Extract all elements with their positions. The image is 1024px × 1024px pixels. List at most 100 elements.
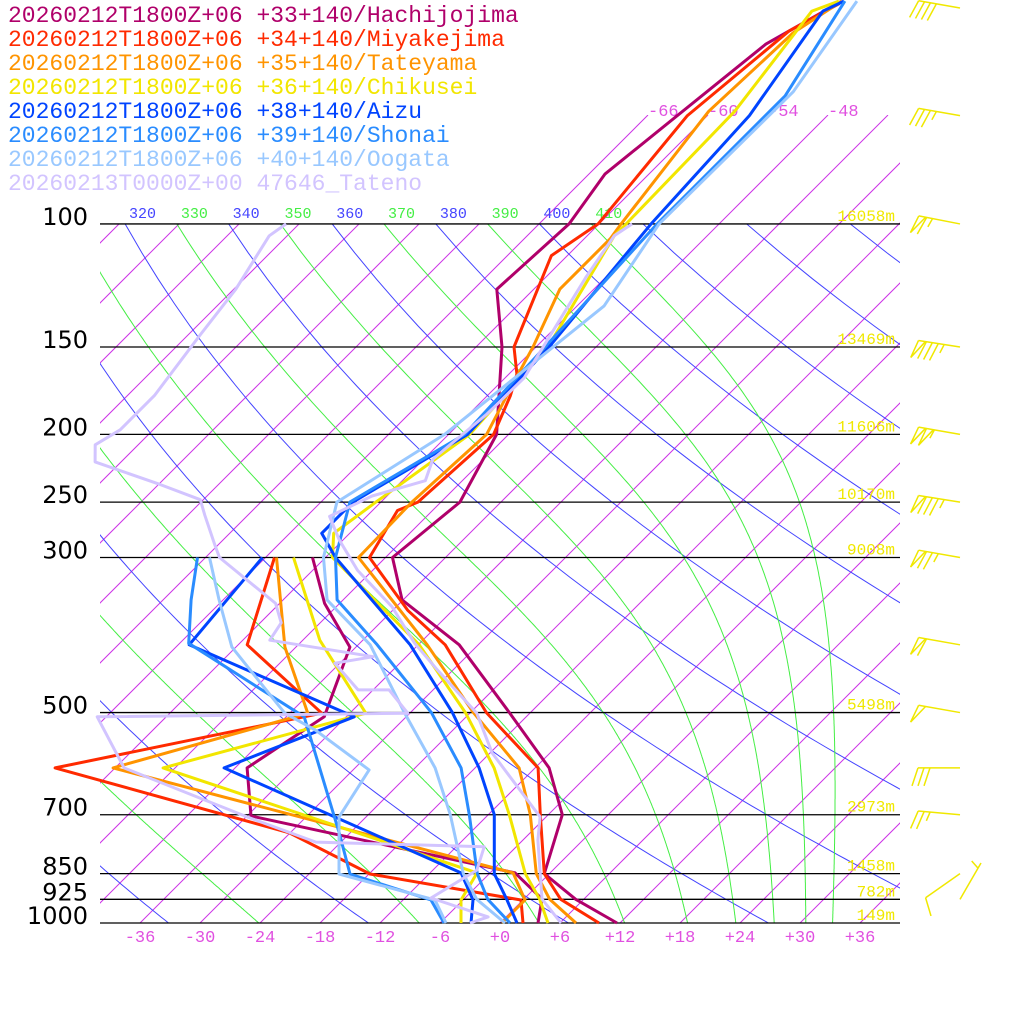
isotherm-line bbox=[139, 162, 900, 923]
chikusei-dewpoint-line bbox=[161, 557, 479, 923]
isotherm-line bbox=[379, 402, 900, 923]
theta-label: 400 bbox=[543, 206, 570, 223]
legend-item-tateno: 20260213T0000Z+00 47646_Tateno bbox=[8, 171, 423, 197]
legend-item-shonai: 20260212T1800Z+06 +39+140/Shonai bbox=[8, 123, 450, 149]
isotherm-line bbox=[100, 115, 829, 844]
height-label: 11606m bbox=[837, 418, 895, 436]
theta-label: 330 bbox=[181, 206, 208, 223]
temperature-tick-label: +36 bbox=[845, 929, 876, 948]
isotherm-line bbox=[100, 223, 240, 364]
wind-barb bbox=[910, 494, 961, 516]
dry-adiabat-line bbox=[746, 224, 900, 346]
height-label: 10170m bbox=[837, 486, 895, 504]
pressure-label: 100 bbox=[42, 203, 88, 231]
dry-adiabat-line bbox=[642, 224, 900, 429]
height-label: 1458m bbox=[847, 858, 895, 876]
wind-barb bbox=[910, 339, 961, 361]
pressure-label: 300 bbox=[42, 536, 88, 564]
pressure-label: 150 bbox=[42, 326, 88, 354]
dry-adiabats bbox=[100, 224, 900, 923]
theta-label: 390 bbox=[492, 206, 519, 223]
isotherm-line bbox=[100, 115, 889, 904]
shonai-temperature-line bbox=[334, 0, 847, 925]
isotherm-line bbox=[100, 223, 420, 544]
isotherm-line bbox=[619, 642, 900, 923]
temperature-tick-label: +12 bbox=[605, 929, 636, 948]
pressure-label: 250 bbox=[42, 481, 88, 509]
legend-item-aizu: 20260212T1800Z+06 +38+140/Aizu bbox=[8, 99, 423, 125]
tateno-dewpoint-line bbox=[93, 222, 490, 925]
height-label: 2973m bbox=[847, 799, 895, 817]
wind-barb bbox=[909, 810, 961, 830]
tateno-temperature-line bbox=[328, 222, 633, 924]
wind-barb bbox=[911, 767, 960, 787]
isotherm-line bbox=[100, 223, 360, 484]
oogata-dewpoint-line bbox=[208, 557, 448, 924]
wind-barb bbox=[909, 426, 961, 446]
wind-barbs bbox=[908, 0, 982, 917]
temperature-tick-label: -24 bbox=[245, 929, 276, 948]
isotherm-line bbox=[100, 223, 300, 424]
pressure-label: 200 bbox=[42, 413, 88, 441]
isotherm-line bbox=[679, 702, 900, 923]
isotherm-line bbox=[199, 222, 900, 923]
legend-item-hachijojima: 20260212T1800Z+06 +33+140/Hachijojima bbox=[8, 3, 519, 29]
height-label: 9008m bbox=[847, 541, 895, 559]
height-label: 149m bbox=[857, 907, 895, 925]
hachijojima-temperature-line bbox=[391, 0, 843, 925]
wind-barb bbox=[908, 107, 961, 128]
isotherm-line bbox=[100, 115, 649, 664]
wind-barb bbox=[959, 860, 982, 900]
legend-item-chikusei: 20260212T1800Z+06 +36+140/Chikusei bbox=[8, 75, 478, 101]
theta-label: 370 bbox=[388, 206, 415, 223]
temperature-tick-label: +18 bbox=[665, 929, 696, 948]
shonai-dewpoint-line bbox=[187, 557, 446, 924]
isotherm-line bbox=[439, 462, 900, 923]
dry-adiabat-line bbox=[849, 224, 900, 264]
isotherm-line bbox=[920, 115, 1024, 923]
moist-adiabat-line bbox=[590, 224, 836, 923]
miyakejima-dewpoint-line bbox=[53, 557, 525, 924]
moist-adiabat-line bbox=[383, 224, 775, 923]
legend-item-oogata: 20260212T1800Z+06 +40+140/Oogata bbox=[8, 147, 450, 173]
isotherm-label: -48 bbox=[828, 103, 859, 122]
theta-label: 360 bbox=[336, 206, 363, 223]
temperature-tick-label: -18 bbox=[305, 929, 336, 948]
legend-item-miyakejima: 20260212T1800Z+06 +34+140/Miyakejima bbox=[8, 27, 505, 53]
temperature-tick-label: -30 bbox=[185, 929, 216, 948]
temperature-tick-label: +6 bbox=[550, 929, 570, 948]
height-label: 782m bbox=[857, 883, 895, 901]
isotherm-line bbox=[559, 582, 900, 923]
wind-barb bbox=[909, 549, 961, 570]
isotherm-line bbox=[100, 223, 480, 604]
temperature-tick-label: +30 bbox=[785, 929, 816, 948]
isotherm-line bbox=[319, 342, 900, 923]
wind-barb bbox=[909, 215, 961, 235]
isotherm-line bbox=[100, 115, 769, 784]
height-label: 13469m bbox=[837, 331, 895, 349]
isotherm-line bbox=[259, 282, 900, 923]
tateyama-temperature-line bbox=[357, 0, 843, 925]
height-label: 16058m bbox=[837, 208, 895, 226]
isotherm-line bbox=[799, 822, 900, 923]
pressure-label: 925 bbox=[42, 878, 88, 906]
wind-barb bbox=[909, 704, 961, 723]
legend: 20260212T1800Z+06 +33+140/Hachijojima 20… bbox=[8, 4, 519, 196]
legend-item-tateyama: 20260212T1800Z+06 +35+140/Tateyama bbox=[8, 51, 478, 77]
temperature-tick-label: -6 bbox=[430, 929, 450, 948]
theta-label: 340 bbox=[233, 206, 260, 223]
isotherm-line bbox=[100, 223, 180, 304]
temperature-tick-label: +0 bbox=[490, 929, 510, 948]
theta-label: 350 bbox=[284, 206, 311, 223]
dry-adiabat-line bbox=[331, 224, 900, 695]
isotherm-label: -66 bbox=[648, 103, 679, 122]
dry-adiabat-line bbox=[539, 224, 900, 515]
temperature-tick-label: -36 bbox=[125, 929, 156, 948]
aizu-temperature-line bbox=[320, 0, 845, 924]
isotherm-line bbox=[739, 762, 900, 923]
theta-label: 380 bbox=[440, 206, 467, 223]
chikusei-temperature-line bbox=[331, 0, 840, 924]
pressure-label: 1000 bbox=[27, 902, 88, 930]
